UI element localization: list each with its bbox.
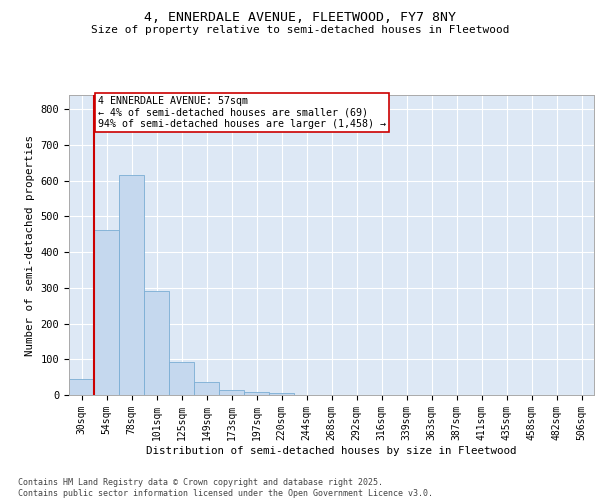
Bar <box>94 230 119 395</box>
Bar <box>119 175 144 395</box>
Bar <box>269 393 294 395</box>
Text: 4 ENNERDALE AVENUE: 57sqm
← 4% of semi-detached houses are smaller (69)
94% of s: 4 ENNERDALE AVENUE: 57sqm ← 4% of semi-d… <box>98 96 386 129</box>
Bar <box>219 390 244 395</box>
Text: Size of property relative to semi-detached houses in Fleetwood: Size of property relative to semi-detach… <box>91 25 509 35</box>
Bar <box>244 392 269 395</box>
Y-axis label: Number of semi-detached properties: Number of semi-detached properties <box>25 134 35 356</box>
Bar <box>194 382 219 395</box>
Bar <box>69 378 94 395</box>
Bar <box>144 292 169 395</box>
Text: Contains HM Land Registry data © Crown copyright and database right 2025.
Contai: Contains HM Land Registry data © Crown c… <box>18 478 433 498</box>
X-axis label: Distribution of semi-detached houses by size in Fleetwood: Distribution of semi-detached houses by … <box>146 446 517 456</box>
Bar <box>169 362 194 395</box>
Text: 4, ENNERDALE AVENUE, FLEETWOOD, FY7 8NY: 4, ENNERDALE AVENUE, FLEETWOOD, FY7 8NY <box>144 11 456 24</box>
